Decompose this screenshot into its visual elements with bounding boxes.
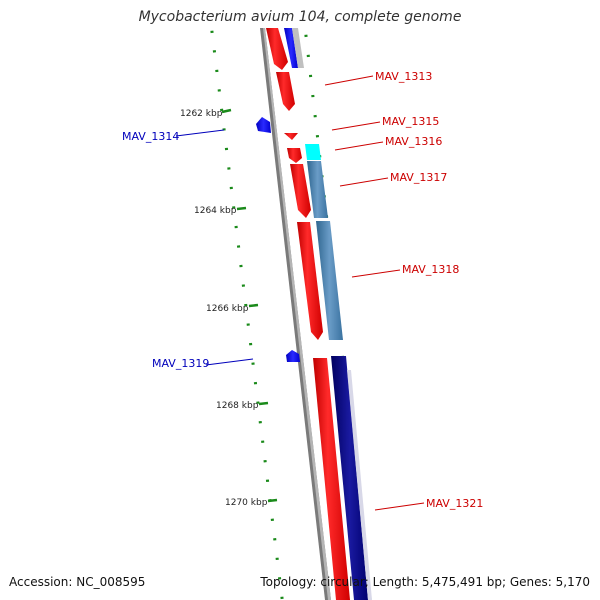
gene-mav-1318-steel (316, 221, 343, 340)
gene-mav-1317-shape[interactable] (290, 164, 311, 218)
gene-block-top-red (266, 28, 288, 70)
gene-block-top-blue (284, 28, 298, 68)
label-mav-1315[interactable]: MAV_1315 (382, 115, 439, 128)
label-mav-1318[interactable]: MAV_1318 (402, 263, 459, 276)
accession-text: Accession: NC_008595 (9, 575, 146, 589)
kbp-label-1266: 1266 kbp (206, 304, 249, 314)
gene-mav-1315-shape[interactable] (284, 133, 298, 140)
label-mav-1314[interactable]: MAV_1314 (122, 130, 179, 143)
gene-mav-1314-shape[interactable] (256, 117, 271, 133)
kbp-label-1264: 1264 kbp (194, 206, 237, 216)
gene-mav-1317-steel (307, 161, 328, 218)
gene-mav-1318-shape[interactable] (297, 222, 323, 340)
gene-mav-1321-pale (347, 370, 372, 600)
kbp-scale: 1262 kbp 1264 kbp 1266 kbp 1268 kbp 1270… (180, 108, 278, 508)
label-mav-1317[interactable]: MAV_1317 (390, 171, 447, 184)
label-mav-1321[interactable]: MAV_1321 (426, 497, 483, 510)
label-mav-1316[interactable]: MAV_1316 (385, 135, 442, 148)
kbp-label-1270: 1270 kbp (225, 498, 268, 508)
gene-mav-1313-shape[interactable] (276, 72, 295, 111)
gene-mav-1321-navy (331, 356, 368, 600)
tick-marks-left (210, 30, 284, 600)
map-title: Mycobacterium avium 104, complete genome (138, 9, 462, 25)
kbp-label-1268: 1268 kbp (216, 401, 259, 411)
label-mav-1313[interactable]: MAV_1313 (375, 70, 432, 83)
gene-mav-1316-shape[interactable] (287, 148, 302, 163)
gene-mav-1316-cyan (305, 144, 321, 160)
kbp-label-1262: 1262 kbp (180, 109, 223, 119)
gene-labels: MAV_1313 MAV_1314 MAV_1315 MAV_1316 MAV_… (122, 70, 483, 511)
backbone-highlight (263, 28, 331, 600)
gene-mav-1319-shape[interactable] (286, 350, 300, 362)
genome-summary: Topology: circular; Length: 5,475,491 bp… (260, 575, 590, 589)
gene-block-top-gray (292, 28, 304, 68)
label-mav-1319[interactable]: MAV_1319 (152, 357, 209, 370)
gene-mav-1321-shape[interactable] (313, 358, 350, 600)
